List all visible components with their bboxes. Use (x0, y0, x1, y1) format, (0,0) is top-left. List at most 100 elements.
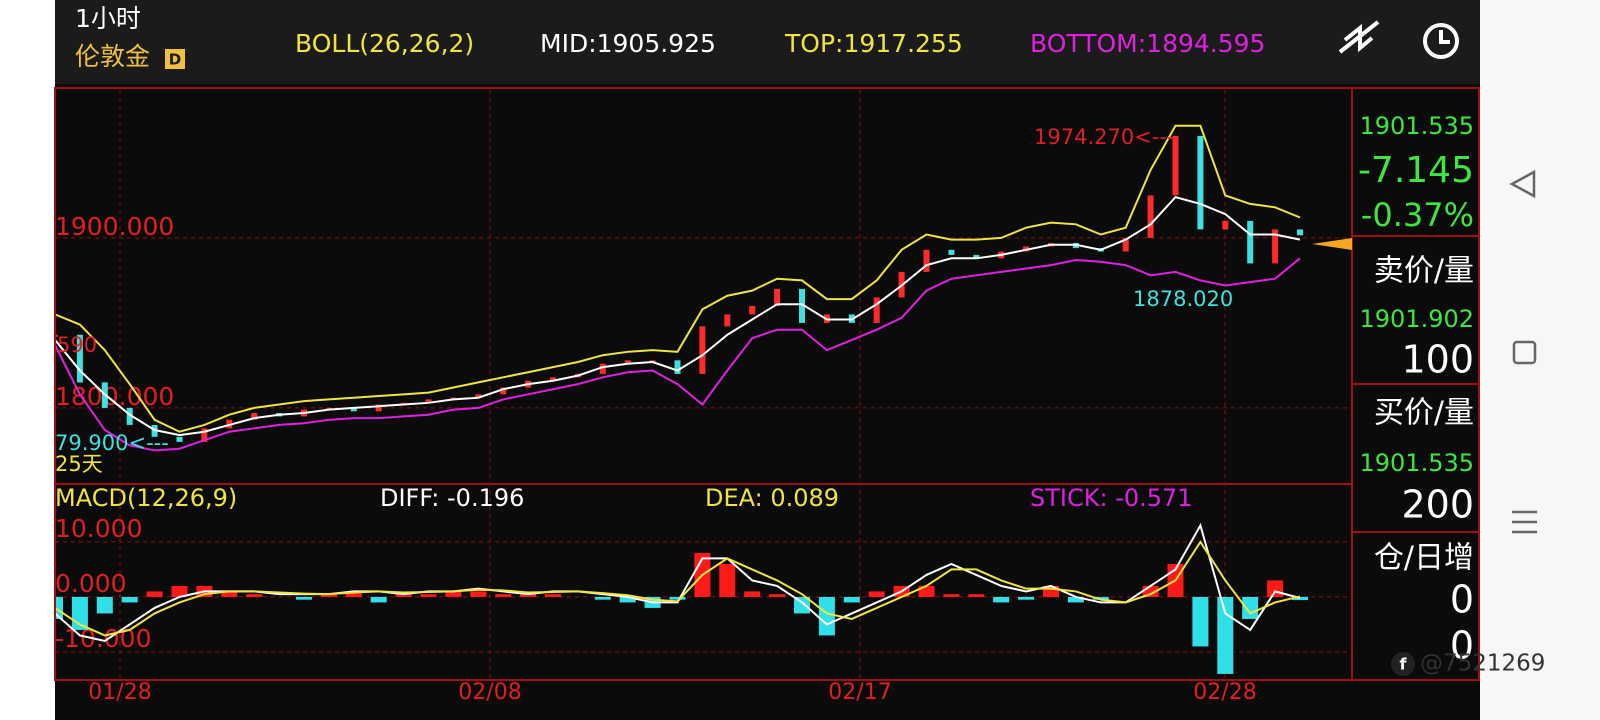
candle (425, 399, 432, 403)
watermark: f @7521269 (1391, 651, 1545, 677)
candle (749, 305, 756, 315)
series-line (56, 124, 1301, 433)
oi: 0 (1450, 578, 1474, 622)
fb-letter: f (1400, 655, 1408, 674)
macd-bar (1242, 596, 1259, 619)
stick-label: STICK: -0.571 (1030, 484, 1193, 512)
macd-bar (420, 594, 437, 597)
y-tick-label: 1900.000 (55, 212, 174, 241)
period-annotation: 25天 (55, 452, 103, 476)
percent: -0.37% (1361, 196, 1474, 234)
quote-panel: 1901.535 -7.145 -0.37% 卖价/量 1901.902 100… (1358, 112, 1474, 668)
indicator[interactable]: BOLL(26,26,2) (295, 29, 474, 58)
clock-icon[interactable] (1423, 23, 1459, 59)
bid-size: 200 (1401, 483, 1474, 527)
candle (251, 413, 258, 420)
candle (699, 326, 706, 374)
macd-bar (121, 596, 138, 603)
macd-bar (171, 585, 188, 597)
candle (76, 334, 83, 383)
candle (500, 387, 507, 395)
change: -7.145 (1358, 150, 1474, 191)
candle (1147, 195, 1154, 238)
badge: D (169, 51, 181, 69)
macd-bar (619, 596, 636, 603)
dea-label: DEA: 0.089 (705, 484, 839, 512)
header: 1小时 伦敦金 D BOLL(26,26,2) MID:1905.925 TOP… (75, 4, 1265, 71)
candle (1247, 220, 1254, 264)
macd-bar (470, 591, 487, 597)
macd-bar (993, 596, 1010, 603)
macd-bar (794, 596, 810, 614)
macd-bar (345, 591, 362, 597)
macd-bar (843, 596, 860, 603)
candle (1222, 220, 1229, 230)
ask-title: 卖价/量 (1374, 254, 1474, 289)
candle (1272, 229, 1279, 264)
candle (1197, 135, 1204, 230)
macd-bar (868, 591, 885, 597)
interval[interactable]: 1小时 (75, 4, 141, 33)
candle (375, 404, 382, 412)
series-line (56, 257, 1301, 452)
date-label: 02/28 (1193, 680, 1256, 705)
candle (475, 394, 482, 398)
nav-bar (1480, 0, 1600, 720)
macd-bar (1267, 580, 1284, 597)
macd-bar (1142, 585, 1159, 597)
candle (56, 334, 58, 337)
macd-bar (719, 563, 736, 597)
series-line (56, 195, 1301, 437)
macd-bar (918, 585, 935, 597)
mid: MID:1905.925 (540, 29, 716, 58)
candle (873, 297, 880, 323)
background (55, 0, 1480, 720)
candle (799, 288, 805, 323)
candle (201, 428, 208, 442)
back-button[interactable] (1509, 169, 1536, 199)
candle (923, 249, 930, 272)
candle (1172, 135, 1179, 196)
candle (724, 314, 731, 327)
macd-bar (1067, 596, 1084, 603)
y-tick-label: -10.000 (55, 624, 152, 653)
header-bar (55, 0, 1480, 84)
menu-button[interactable] (1512, 510, 1537, 534)
macd-bar (320, 594, 337, 597)
draw-icon[interactable] (1338, 20, 1380, 54)
macd-bar (96, 596, 113, 614)
candle (973, 254, 980, 259)
bottom: BOTTOM:1894.595 (1030, 29, 1265, 58)
macd-bar (520, 594, 537, 597)
top: TOP:1917.255 (784, 29, 963, 58)
macd-bar (395, 594, 412, 597)
left-annotation: 590 (57, 333, 97, 357)
candle (1122, 237, 1129, 252)
candle (126, 407, 133, 425)
macd-bar (56, 596, 63, 619)
macd-bar (1292, 596, 1308, 601)
price-marker (1312, 238, 1352, 250)
candle (674, 360, 681, 374)
macd-bar (1018, 596, 1035, 600)
macd-title: MACD(12,26,9) (55, 484, 237, 512)
macd-bar (1043, 585, 1059, 597)
nav-icons (1509, 169, 1537, 534)
oi-change: 0 (1450, 624, 1474, 668)
candle (350, 407, 357, 412)
y-tick-label: 10.000 (55, 514, 142, 543)
low-annotation: 1878.020 (1133, 287, 1233, 311)
symbol[interactable]: 伦敦金 (75, 42, 150, 71)
fb-icon (1391, 652, 1415, 676)
candle (550, 377, 556, 381)
macd-bar (669, 596, 686, 600)
date-label: 01/28 (88, 680, 151, 705)
macd-bar (1092, 596, 1109, 600)
y-tick-label: 0.000 (55, 569, 127, 598)
macd-bar (943, 594, 960, 597)
macd-bar (370, 596, 387, 603)
bid-title: 买价/量 (1374, 396, 1474, 431)
macd-bar (246, 594, 263, 597)
macd-bar (545, 594, 561, 597)
home-button[interactable] (1512, 340, 1537, 365)
